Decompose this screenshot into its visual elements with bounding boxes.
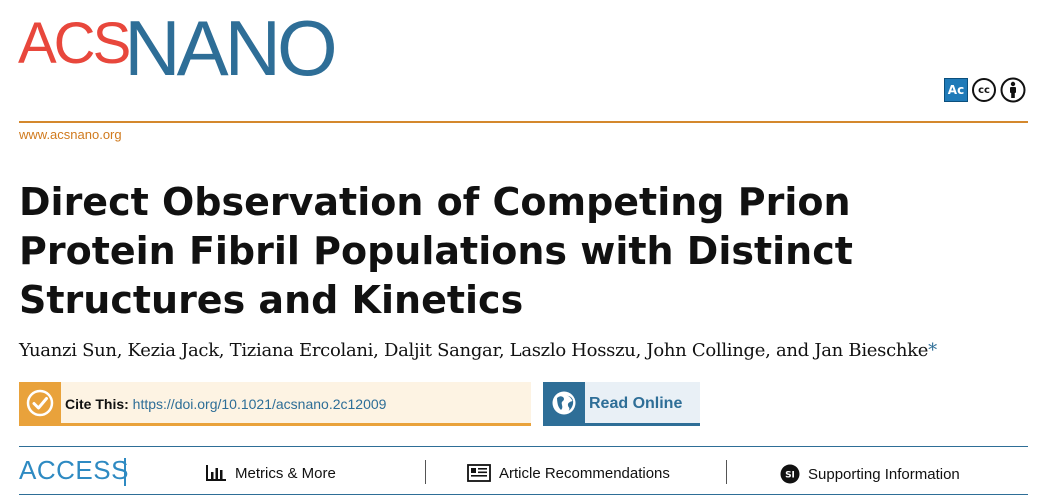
creative-commons-icon[interactable]: cc (972, 78, 996, 102)
svg-text:SI: SI (785, 471, 795, 481)
tab-article-recommendations[interactable]: Article Recommendations (467, 464, 670, 482)
cc-by-icon[interactable] (1000, 77, 1026, 103)
license-icons: Ac cc (944, 77, 1026, 103)
check-circle-icon (19, 382, 61, 423)
si-icon: SI (780, 464, 800, 484)
tab-metrics-label: Metrics & More (235, 464, 336, 482)
journal-logo[interactable]: ACSNANO (18, 8, 338, 88)
author-list: Yuanzi Sun, Kezia Jack, Tiziana Ercolani… (19, 340, 937, 361)
article-list-icon (467, 464, 491, 482)
logo-acs-text: ACS (18, 11, 131, 76)
globe-icon (543, 382, 585, 423)
access-bar-top-rule (19, 446, 1028, 447)
cite-text: Cite This: https://doi.org/10.1021/acsna… (65, 396, 386, 412)
read-online-button[interactable]: Read Online (543, 382, 700, 426)
corresponding-author-mark[interactable]: * (928, 340, 937, 361)
acs-authorchoice-icon[interactable]: Ac (944, 78, 968, 102)
bar-chart-icon (206, 465, 226, 481)
tab-divider (425, 460, 426, 484)
tab-divider (726, 460, 727, 484)
tab-recommendations-label: Article Recommendations (499, 464, 670, 482)
access-label: ACCESS (19, 455, 129, 485)
doi-link[interactable]: https://doi.org/10.1021/acsnano.2c12009 (132, 396, 387, 412)
access-bar-bottom-rule (19, 494, 1028, 495)
read-online-label: Read Online (589, 395, 683, 412)
article-title: Direct Observation of Competing Prion Pr… (19, 180, 853, 322)
header-divider (19, 121, 1028, 123)
author-names[interactable]: Yuanzi Sun, Kezia Jack, Tiziana Ercolani… (19, 340, 929, 361)
cite-this-box: Cite This: https://doi.org/10.1021/acsna… (19, 382, 531, 426)
tab-supporting-information[interactable]: SI Supporting Information (780, 464, 960, 484)
logo-nano-text: NANO (124, 4, 337, 92)
cite-label: Cite This: (65, 396, 129, 412)
tab-metrics-more[interactable]: Metrics & More (205, 464, 336, 482)
tab-supporting-label: Supporting Information (808, 465, 960, 483)
access-separator (124, 458, 126, 486)
journal-website-link[interactable]: www.acsnano.org (19, 127, 122, 142)
